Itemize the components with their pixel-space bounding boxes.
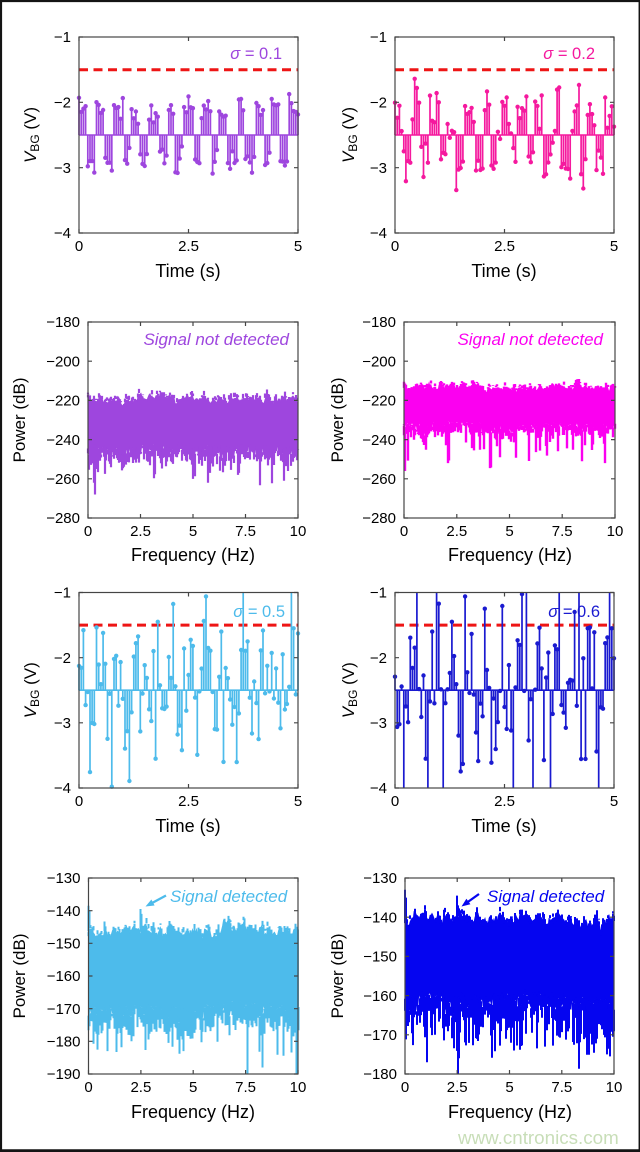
svg-text:5: 5 — [610, 793, 618, 810]
svg-text:−2: −2 — [370, 95, 387, 112]
svg-text:10: 10 — [606, 1079, 623, 1096]
svg-text:2.5: 2.5 — [494, 238, 515, 255]
svg-text:www.cntronics.com: www.cntronics.com — [457, 1127, 619, 1148]
svg-text:Frequency (Hz): Frequency (Hz) — [448, 1102, 572, 1122]
svg-text:Signal detected: Signal detected — [170, 887, 288, 906]
svg-text:−1: −1 — [54, 29, 71, 46]
svg-text:−280: −280 — [362, 510, 396, 527]
svg-text:Signal detected: Signal detected — [487, 887, 605, 906]
svg-text:−140: −140 — [47, 903, 81, 920]
svg-text:VBG (V): VBG (V) — [21, 107, 42, 163]
svg-text:−190: −190 — [47, 1066, 81, 1083]
svg-text:−200: −200 — [362, 353, 396, 370]
svg-text:Power (dB): Power (dB) — [328, 377, 347, 462]
svg-text:σ = 0.6: σ = 0.6 — [548, 603, 600, 621]
svg-text:−180: −180 — [47, 1034, 81, 1051]
svg-text:−200: −200 — [46, 353, 80, 370]
svg-text:Time (s): Time (s) — [471, 816, 536, 836]
svg-text:0: 0 — [400, 523, 408, 540]
svg-text:Frequency (Hz): Frequency (Hz) — [448, 545, 572, 565]
svg-text:σ = 0.2: σ = 0.2 — [543, 45, 595, 63]
svg-text:5: 5 — [189, 1079, 197, 1096]
svg-text:−140: −140 — [363, 909, 397, 926]
svg-text:−180: −180 — [363, 1066, 397, 1083]
svg-text:2.5: 2.5 — [494, 793, 515, 810]
svg-text:7.5: 7.5 — [552, 523, 573, 540]
svg-text:−1: −1 — [370, 29, 387, 46]
svg-text:2.5: 2.5 — [130, 523, 151, 540]
svg-text:−3: −3 — [54, 715, 71, 732]
svg-text:7.5: 7.5 — [235, 1079, 256, 1096]
svg-text:0: 0 — [84, 1079, 92, 1096]
svg-text:VBG (V): VBG (V) — [339, 107, 360, 163]
svg-text:−130: −130 — [47, 870, 81, 887]
svg-text:−220: −220 — [362, 393, 396, 410]
svg-text:−220: −220 — [46, 393, 80, 410]
svg-text:2.5: 2.5 — [447, 1079, 468, 1096]
svg-text:−130: −130 — [363, 870, 397, 887]
svg-text:5: 5 — [294, 238, 302, 255]
svg-text:−3: −3 — [54, 160, 71, 177]
svg-text:5: 5 — [294, 793, 302, 810]
svg-text:Power (dB): Power (dB) — [328, 933, 347, 1018]
svg-text:−2: −2 — [54, 650, 71, 667]
svg-text:5: 5 — [610, 238, 618, 255]
svg-text:−160: −160 — [47, 968, 81, 985]
svg-text:0: 0 — [75, 238, 83, 255]
svg-text:−4: −4 — [54, 225, 71, 242]
svg-text:−260: −260 — [362, 471, 396, 488]
svg-text:−150: −150 — [363, 949, 397, 966]
svg-text:0: 0 — [391, 238, 399, 255]
svg-text:σ = 0.1: σ = 0.1 — [230, 45, 282, 63]
svg-text:−4: −4 — [54, 780, 71, 797]
svg-text:10: 10 — [607, 523, 624, 540]
svg-text:−170: −170 — [363, 1027, 397, 1044]
svg-text:−2: −2 — [54, 95, 71, 112]
svg-text:7.5: 7.5 — [551, 1079, 572, 1096]
svg-text:2.5: 2.5 — [130, 1079, 151, 1096]
svg-text:10: 10 — [290, 523, 307, 540]
svg-text:−3: −3 — [370, 715, 387, 732]
svg-text:VBG (V): VBG (V) — [339, 662, 360, 718]
svg-text:10: 10 — [290, 1079, 307, 1096]
svg-text:−4: −4 — [370, 780, 387, 797]
svg-text:−4: −4 — [370, 225, 387, 242]
svg-text:2.5: 2.5 — [178, 238, 199, 255]
svg-text:−180: −180 — [46, 314, 80, 331]
svg-text:−160: −160 — [363, 988, 397, 1005]
svg-text:5: 5 — [505, 1079, 513, 1096]
svg-text:Power (dB): Power (dB) — [10, 377, 29, 462]
svg-text:−1: −1 — [370, 585, 387, 602]
svg-text:−180: −180 — [362, 314, 396, 331]
svg-text:Power (dB): Power (dB) — [10, 933, 29, 1018]
svg-text:7.5: 7.5 — [235, 523, 256, 540]
svg-text:5: 5 — [505, 523, 513, 540]
svg-text:0: 0 — [84, 523, 92, 540]
svg-text:Signal not detected: Signal not detected — [143, 330, 289, 349]
svg-text:−170: −170 — [47, 1001, 81, 1018]
svg-text:−1: −1 — [54, 585, 71, 602]
svg-text:0: 0 — [401, 1079, 409, 1096]
svg-text:Frequency (Hz): Frequency (Hz) — [131, 1102, 255, 1122]
svg-text:Time (s): Time (s) — [155, 816, 220, 836]
svg-text:5: 5 — [189, 523, 197, 540]
svg-text:−260: −260 — [46, 471, 80, 488]
svg-text:−3: −3 — [370, 160, 387, 177]
svg-text:σ = 0.5: σ = 0.5 — [233, 603, 285, 621]
svg-text:2.5: 2.5 — [446, 523, 467, 540]
svg-text:Signal not detected: Signal not detected — [457, 330, 603, 349]
svg-text:VBG (V): VBG (V) — [21, 662, 42, 718]
svg-text:−240: −240 — [46, 432, 80, 449]
svg-text:0: 0 — [391, 793, 399, 810]
svg-text:2.5: 2.5 — [178, 793, 199, 810]
svg-text:Time (s): Time (s) — [471, 261, 536, 281]
svg-text:−150: −150 — [47, 936, 81, 953]
svg-text:−240: −240 — [362, 432, 396, 449]
svg-text:0: 0 — [75, 793, 83, 810]
svg-text:−280: −280 — [46, 510, 80, 527]
svg-text:−2: −2 — [370, 650, 387, 667]
svg-text:Time (s): Time (s) — [155, 261, 220, 281]
svg-text:Frequency (Hz): Frequency (Hz) — [131, 545, 255, 565]
